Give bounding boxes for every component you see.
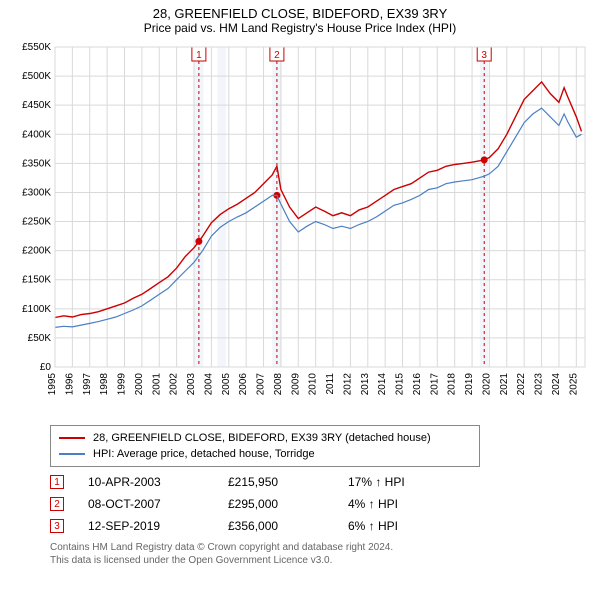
svg-text:2025: 2025 <box>568 373 579 396</box>
transaction-pct: 4% ↑ HPI <box>348 497 448 511</box>
svg-text:2015: 2015 <box>395 373 406 396</box>
svg-text:£50K: £50K <box>28 333 52 344</box>
chart-title: 28, GREENFIELD CLOSE, BIDEFORD, EX39 3RY <box>10 6 590 21</box>
svg-text:1996: 1996 <box>64 373 75 396</box>
svg-text:2007: 2007 <box>256 373 267 396</box>
svg-text:1995: 1995 <box>47 373 58 396</box>
transaction-pct: 6% ↑ HPI <box>348 519 448 533</box>
svg-text:2022: 2022 <box>516 373 527 396</box>
svg-text:3: 3 <box>481 50 487 61</box>
legend-item: 28, GREENFIELD CLOSE, BIDEFORD, EX39 3RY… <box>59 430 471 446</box>
svg-text:£500K: £500K <box>22 71 51 82</box>
transaction-price: £356,000 <box>228 519 348 533</box>
svg-text:2003: 2003 <box>186 373 197 396</box>
svg-text:2005: 2005 <box>221 373 232 396</box>
legend-label: HPI: Average price, detached house, Torr… <box>93 446 315 462</box>
svg-text:2014: 2014 <box>377 373 388 396</box>
svg-text:2001: 2001 <box>151 373 162 396</box>
footer-line2: This data is licensed under the Open Gov… <box>50 554 590 567</box>
svg-text:2024: 2024 <box>551 373 562 396</box>
transaction-date: 12-SEP-2019 <box>88 519 228 533</box>
footer-line1: Contains HM Land Registry data © Crown c… <box>50 541 590 554</box>
svg-text:2009: 2009 <box>290 373 301 396</box>
svg-text:2023: 2023 <box>534 373 545 396</box>
svg-text:2020: 2020 <box>481 373 492 396</box>
transaction-date: 08-OCT-2007 <box>88 497 228 511</box>
legend-item: HPI: Average price, detached house, Torr… <box>59 446 471 462</box>
svg-text:1997: 1997 <box>82 373 93 396</box>
transaction-row: 3 12-SEP-2019£356,0006% ↑ HPI <box>50 519 590 533</box>
chart-subtitle: Price paid vs. HM Land Registry's House … <box>10 21 590 35</box>
svg-text:1998: 1998 <box>99 373 110 396</box>
svg-text:£450K: £450K <box>22 100 51 111</box>
svg-text:£550K: £550K <box>22 42 51 53</box>
svg-text:2000: 2000 <box>134 373 145 396</box>
svg-text:2002: 2002 <box>169 373 180 396</box>
legend-swatch <box>59 437 85 439</box>
svg-text:2011: 2011 <box>325 373 336 395</box>
transaction-marker: 1 <box>50 475 64 489</box>
svg-text:£100K: £100K <box>22 304 51 315</box>
svg-text:2018: 2018 <box>447 373 458 396</box>
transaction-row: 1 10-APR-2003£215,95017% ↑ HPI <box>50 475 590 489</box>
transaction-price: £215,950 <box>228 475 348 489</box>
svg-text:2006: 2006 <box>238 373 249 396</box>
svg-text:2017: 2017 <box>429 373 440 396</box>
footer-attribution: Contains HM Land Registry data © Crown c… <box>50 541 590 567</box>
svg-text:£250K: £250K <box>22 217 51 228</box>
transaction-row: 2 08-OCT-2007£295,0004% ↑ HPI <box>50 497 590 511</box>
svg-text:2019: 2019 <box>464 373 475 396</box>
transactions-table: 1 10-APR-2003£215,95017% ↑ HPI 2 08-OCT-200… <box>50 475 590 533</box>
line-chart: £0 £50K £100K £150K £200K £250K £300K £350K £400… <box>10 39 590 419</box>
transaction-price: £295,000 <box>228 497 348 511</box>
svg-text:1999: 1999 <box>117 373 128 396</box>
svg-text:£350K: £350K <box>22 158 51 169</box>
svg-text:2013: 2013 <box>360 373 371 396</box>
svg-text:£150K: £150K <box>22 275 51 286</box>
svg-text:£400K: £400K <box>22 129 51 140</box>
transaction-pct: 17% ↑ HPI <box>348 475 448 489</box>
svg-text:£0: £0 <box>40 362 52 373</box>
legend-swatch <box>59 453 85 455</box>
transaction-marker: 2 <box>50 497 64 511</box>
chart-area: £0 £50K £100K £150K £200K £250K £300K £350K £400… <box>10 39 590 419</box>
svg-text:£200K: £200K <box>22 246 51 257</box>
svg-text:2010: 2010 <box>308 373 319 396</box>
svg-text:2004: 2004 <box>203 373 214 396</box>
legend: 28, GREENFIELD CLOSE, BIDEFORD, EX39 3RY… <box>50 425 480 467</box>
svg-text:2008: 2008 <box>273 373 284 396</box>
transaction-date: 10-APR-2003 <box>88 475 228 489</box>
svg-text:£300K: £300K <box>22 187 51 198</box>
legend-label: 28, GREENFIELD CLOSE, BIDEFORD, EX39 3RY… <box>93 430 431 446</box>
svg-text:2021: 2021 <box>499 373 510 396</box>
svg-text:2: 2 <box>274 50 280 61</box>
transaction-marker: 3 <box>50 519 64 533</box>
svg-text:2016: 2016 <box>412 373 423 396</box>
svg-text:1: 1 <box>196 50 202 61</box>
svg-text:2012: 2012 <box>342 373 353 396</box>
